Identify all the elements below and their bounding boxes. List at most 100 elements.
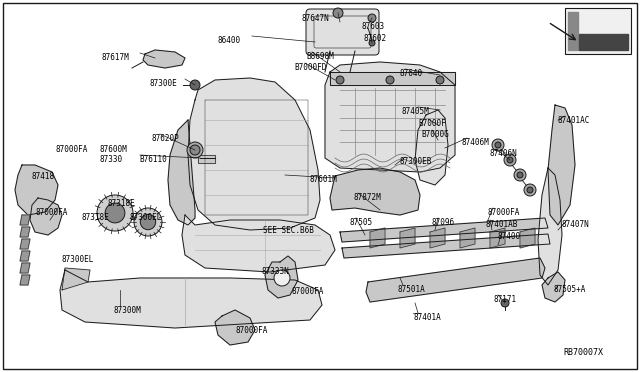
- Polygon shape: [20, 251, 30, 261]
- Text: 87000FA: 87000FA: [235, 326, 268, 335]
- Text: 87300EB: 87300EB: [400, 157, 433, 166]
- Text: 87171: 87171: [494, 295, 517, 304]
- Polygon shape: [62, 268, 90, 290]
- Text: 87620P: 87620P: [152, 134, 180, 143]
- Polygon shape: [366, 258, 545, 302]
- Polygon shape: [330, 72, 455, 85]
- Polygon shape: [265, 256, 298, 298]
- Text: 86400: 86400: [218, 36, 241, 45]
- Text: B7000FD: B7000FD: [294, 63, 326, 72]
- Circle shape: [369, 40, 375, 46]
- Text: 87647N: 87647N: [302, 14, 330, 23]
- Text: 87400: 87400: [497, 232, 520, 241]
- Polygon shape: [30, 198, 62, 235]
- Circle shape: [190, 145, 200, 155]
- Text: 87600M: 87600M: [100, 145, 128, 154]
- Circle shape: [190, 80, 200, 90]
- Text: 87406M: 87406M: [461, 138, 489, 147]
- FancyBboxPatch shape: [306, 9, 379, 55]
- Text: B76110: B76110: [139, 155, 167, 164]
- Text: 87401AC: 87401AC: [558, 116, 590, 125]
- Circle shape: [368, 14, 376, 22]
- Text: 87407N: 87407N: [562, 220, 589, 229]
- Circle shape: [333, 8, 343, 18]
- Text: 87300M: 87300M: [113, 306, 141, 315]
- Circle shape: [140, 214, 156, 230]
- Text: 87401A: 87401A: [413, 313, 441, 322]
- Text: 87501A: 87501A: [398, 285, 426, 294]
- Polygon shape: [168, 120, 195, 225]
- Text: 87640: 87640: [399, 69, 422, 78]
- Polygon shape: [542, 272, 565, 302]
- Text: 87418: 87418: [32, 172, 55, 181]
- Polygon shape: [430, 228, 445, 248]
- Circle shape: [134, 208, 162, 236]
- Circle shape: [386, 76, 394, 84]
- Polygon shape: [20, 263, 30, 273]
- Text: SEE SEC.B6B: SEE SEC.B6B: [263, 226, 314, 235]
- Text: 87000FA: 87000FA: [488, 208, 520, 217]
- Circle shape: [517, 172, 523, 178]
- Polygon shape: [215, 310, 255, 345]
- Polygon shape: [568, 12, 578, 50]
- Polygon shape: [198, 155, 215, 163]
- Polygon shape: [143, 50, 185, 68]
- Polygon shape: [370, 228, 385, 248]
- Circle shape: [501, 299, 509, 307]
- Circle shape: [336, 76, 344, 84]
- Circle shape: [504, 154, 516, 166]
- Text: B7000F: B7000F: [418, 119, 445, 128]
- Circle shape: [524, 184, 536, 196]
- Text: 87318E: 87318E: [82, 213, 109, 222]
- Circle shape: [105, 203, 125, 223]
- Text: 87602: 87602: [363, 34, 386, 43]
- Text: 87096: 87096: [432, 218, 455, 227]
- Polygon shape: [342, 234, 550, 258]
- Text: 87617M: 87617M: [101, 53, 129, 62]
- Text: 87300EL: 87300EL: [130, 213, 163, 222]
- Polygon shape: [460, 228, 475, 248]
- Circle shape: [527, 187, 533, 193]
- Polygon shape: [340, 218, 548, 242]
- Text: B7000G: B7000G: [421, 130, 449, 139]
- Polygon shape: [188, 78, 320, 230]
- Text: 87300EL: 87300EL: [62, 255, 94, 264]
- Circle shape: [492, 139, 504, 151]
- Polygon shape: [330, 168, 420, 215]
- Polygon shape: [579, 34, 628, 50]
- Polygon shape: [20, 275, 30, 285]
- Text: RB70007X: RB70007X: [563, 348, 603, 357]
- Text: 87505: 87505: [350, 218, 373, 227]
- Text: 87872M: 87872M: [353, 193, 381, 202]
- Polygon shape: [325, 62, 455, 172]
- Circle shape: [436, 76, 444, 84]
- Text: 87000FA: 87000FA: [35, 208, 67, 217]
- Circle shape: [274, 270, 290, 286]
- Bar: [565, 8, 631, 54]
- Circle shape: [514, 169, 526, 181]
- Text: 87401AB: 87401AB: [485, 220, 517, 229]
- Text: 87330: 87330: [100, 155, 123, 164]
- Text: 87000FA: 87000FA: [292, 287, 324, 296]
- Text: B8698M: B8698M: [306, 52, 333, 61]
- Text: 87318E: 87318E: [108, 199, 136, 208]
- Text: 87000FA: 87000FA: [55, 145, 88, 154]
- Polygon shape: [490, 228, 505, 248]
- Polygon shape: [400, 228, 415, 248]
- Polygon shape: [15, 165, 58, 215]
- Text: 87406N: 87406N: [490, 149, 518, 158]
- Polygon shape: [415, 110, 448, 185]
- Text: 87603: 87603: [362, 22, 385, 31]
- Text: 87405M: 87405M: [402, 107, 429, 116]
- Text: 87333N: 87333N: [262, 267, 290, 276]
- Polygon shape: [548, 105, 575, 225]
- Polygon shape: [520, 228, 535, 248]
- Polygon shape: [538, 168, 562, 285]
- Circle shape: [495, 142, 501, 148]
- Circle shape: [187, 142, 203, 158]
- Polygon shape: [20, 227, 30, 237]
- Circle shape: [97, 195, 133, 231]
- Text: 87601M: 87601M: [310, 175, 338, 184]
- Polygon shape: [60, 270, 322, 328]
- Polygon shape: [20, 239, 30, 249]
